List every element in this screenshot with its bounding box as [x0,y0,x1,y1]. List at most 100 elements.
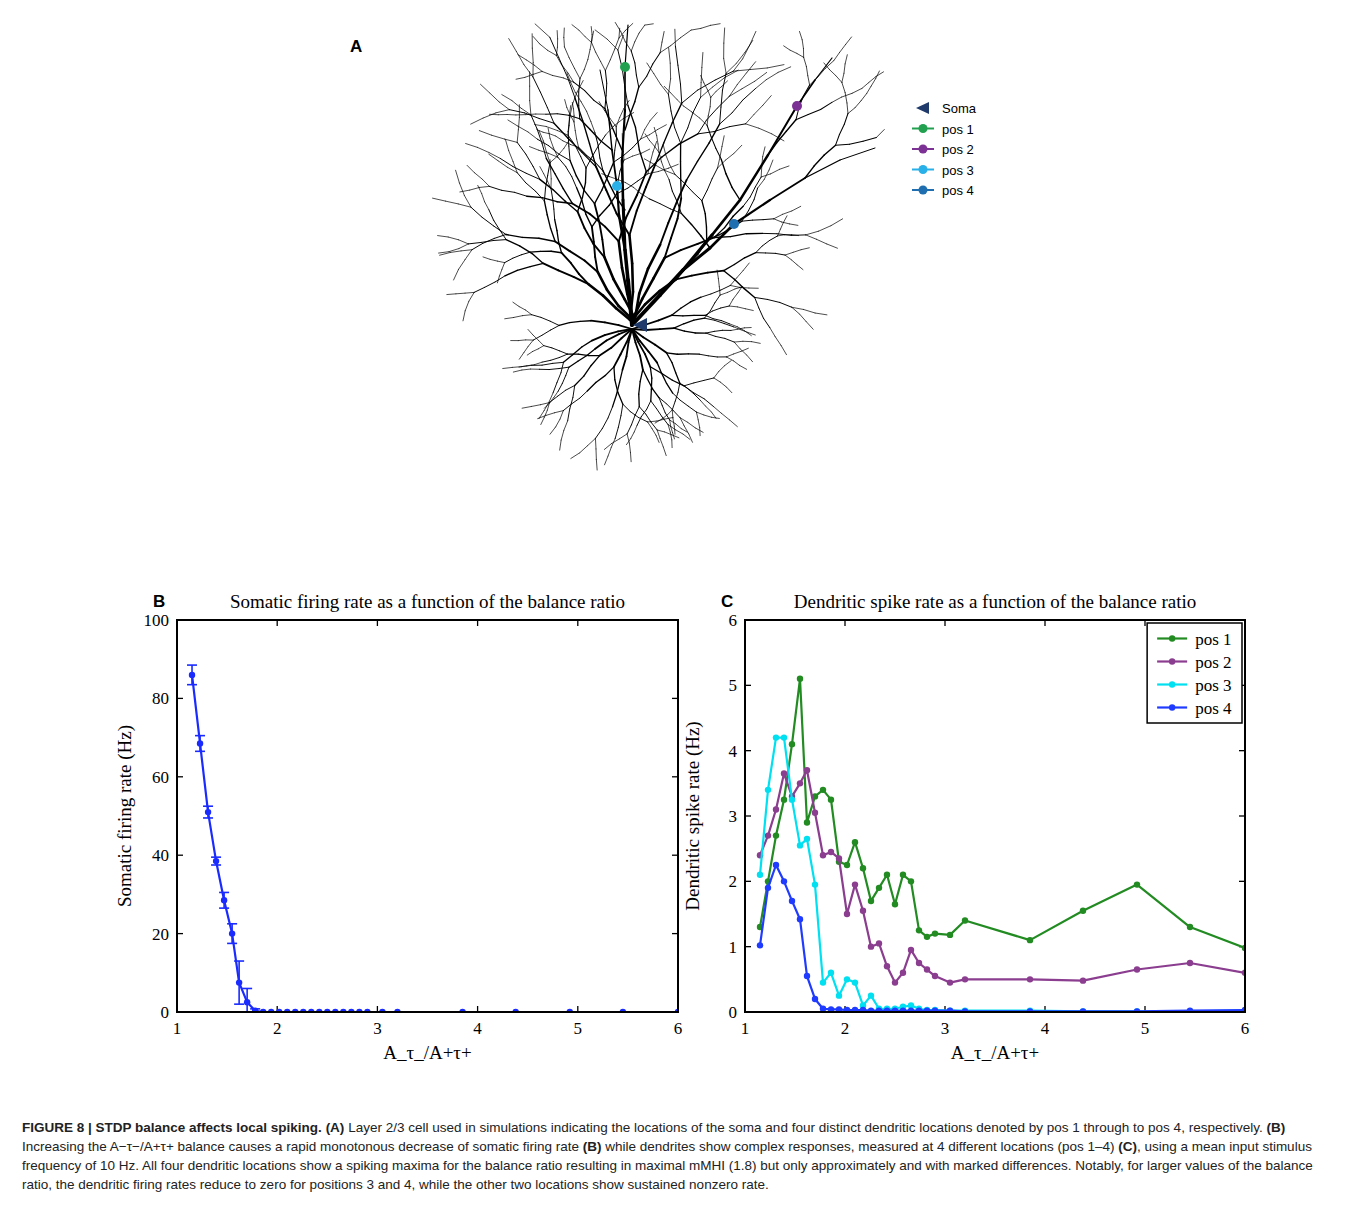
dendrite [631,264,634,292]
dendrite [639,25,645,33]
dendrite [641,149,649,153]
dendrite [478,147,489,152]
dendrite [621,404,623,416]
dendrite [648,422,652,429]
dendrite [754,188,758,200]
series-line [760,865,1245,1011]
dendrite [572,25,579,30]
dendrite [632,329,635,343]
data-point [236,979,242,985]
dendrite [454,269,459,280]
dendrite [472,243,483,249]
y-tick-label: 4 [729,742,738,761]
dendrite [692,112,700,118]
dendrite [480,84,489,93]
dendrite [637,187,646,211]
dendrite [598,272,607,290]
dendrite [620,160,624,171]
dendrite [535,362,542,364]
dendrite [647,64,653,76]
dendrite [613,279,624,299]
dendrite [701,87,713,97]
dendrite [720,292,728,295]
dendrite [625,42,631,51]
legend-box [1147,623,1242,723]
caption-bold: (A) [326,1120,345,1135]
dendrite [726,354,733,357]
data-point [197,740,203,746]
dendrite [592,31,594,40]
dendrite [737,271,743,278]
dendrite [844,114,848,125]
dendrite [539,410,544,418]
dendrite [553,199,554,209]
dendrite [595,438,597,449]
dendrite [526,310,532,315]
data-point [789,898,795,904]
dendrite [627,425,631,434]
y-tick-label: 20 [152,925,169,944]
dendrite [574,68,580,78]
dendrite [543,263,558,270]
dendrite [805,166,814,178]
dendrite [759,308,764,318]
dendrite [745,331,752,336]
data-point [836,992,842,998]
dendrite [797,265,803,270]
dendrite [861,94,867,101]
data-point [757,872,763,878]
dendrite [471,118,483,124]
dendrite [489,154,498,161]
dendrite [552,75,563,77]
caption-bold: (B) [583,1139,602,1154]
dendrite [645,354,650,367]
data-point [947,932,953,938]
dendrite [667,410,672,415]
dendrite [550,325,559,330]
dendrite [506,234,522,237]
data-point [892,979,898,985]
dendrite [580,320,591,322]
dendrite [551,358,560,361]
dendrite [852,88,862,93]
legend-symbol [919,145,928,154]
dendrite [617,213,630,235]
dendrite [564,140,570,148]
x-tick-label: 5 [574,1019,583,1038]
data-point [789,741,795,747]
dendrite [564,421,568,430]
dendrite [726,357,733,361]
dendrite [688,353,699,355]
dendrite [578,212,585,228]
dendrite [587,155,596,162]
dendrite [585,37,592,43]
legend-label: pos 2 [1195,653,1231,672]
dendrite [821,102,832,109]
dendrite [639,382,640,394]
dendrite [706,331,714,333]
dendrite [579,274,588,284]
legend-label: pos 2 [942,142,974,157]
dendrite [786,120,796,131]
dendrite [549,146,559,154]
dendrite [632,305,645,320]
dendrite [559,323,569,326]
dendrite [745,309,753,311]
dendrite [465,301,469,311]
data-point [828,970,834,976]
dendrite [497,261,504,263]
dendrite [579,30,585,36]
dendrite [530,101,531,115]
y-axis-title: Somatic firing rate (Hz) [114,725,136,907]
dendrite [670,420,671,426]
dendrite [725,361,732,366]
dendrite [657,430,664,432]
dendrite [530,251,540,253]
x-tick-label: 5 [1141,1019,1150,1038]
dendrite [569,146,570,160]
dendrite [596,460,598,471]
dendrite [830,70,836,76]
dendrite [662,32,664,43]
dendrite [734,145,742,153]
dendrite [836,76,842,83]
